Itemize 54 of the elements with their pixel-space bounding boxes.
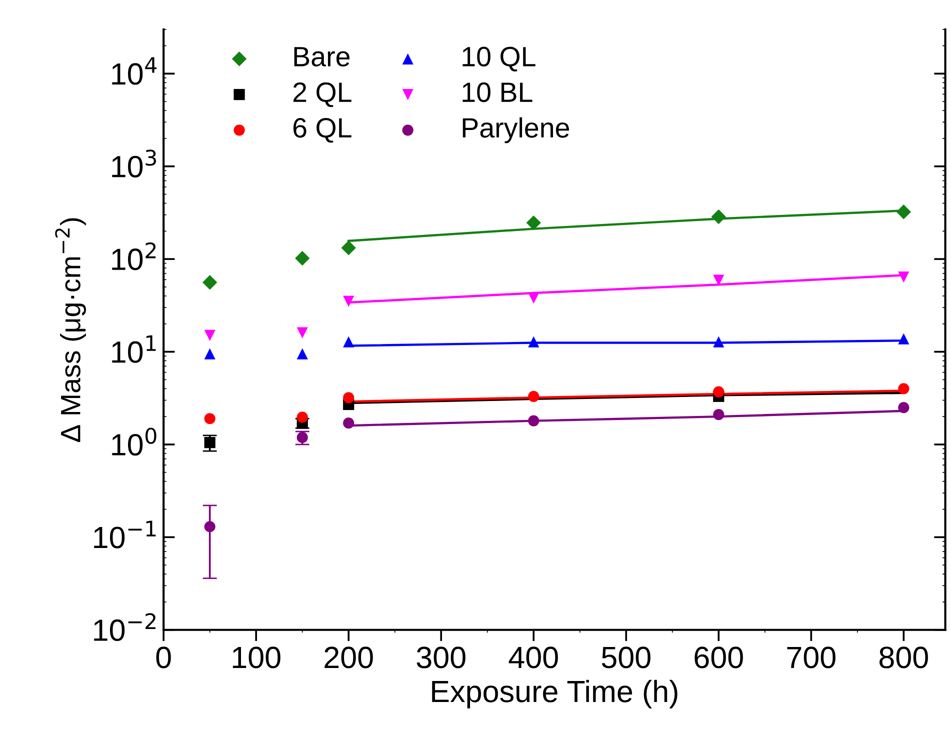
point: [713, 274, 724, 286]
point: [204, 348, 216, 360]
point: [526, 215, 541, 230]
x-tick-label: 700: [787, 646, 836, 668]
point: [898, 333, 910, 344]
point: [202, 275, 218, 290]
point: [896, 204, 912, 220]
x-tick-label: 500: [602, 646, 650, 668]
y-tick-label: 10$^{4}$: [112, 57, 157, 85]
y-tick-label: 10$^{3}$: [112, 150, 156, 178]
point: [713, 336, 724, 348]
point: [341, 240, 356, 256]
legend-label: 10 BL: [462, 82, 532, 102]
y-tick-label: 10$^{0}$: [112, 428, 156, 456]
point: [343, 418, 354, 429]
legend-label: 2 QL: [293, 82, 352, 108]
x-tick-label: 300: [416, 646, 466, 668]
point: [898, 402, 910, 414]
point: [528, 292, 540, 304]
point: [204, 436, 216, 448]
y-tick-label: 10$^{2}$: [112, 242, 156, 270]
y-axis-title: Δ Mass (μg·cm$^{−2}$): [55, 218, 86, 442]
x-tick-label: 800: [880, 646, 928, 668]
point: [528, 415, 540, 426]
legend-label: 10 QL: [462, 46, 536, 72]
point: [713, 386, 724, 398]
point: [528, 390, 540, 402]
x-tick-label: 0: [156, 646, 171, 668]
point: [711, 209, 726, 224]
point: [898, 271, 910, 283]
x-tick-label: 400: [508, 646, 558, 668]
point: [343, 336, 354, 348]
point: [204, 521, 216, 532]
point: [296, 327, 308, 338]
point: [528, 336, 540, 348]
point: [296, 348, 308, 360]
point: [296, 412, 308, 423]
point: [294, 250, 310, 266]
x-tick-label: 100: [232, 646, 280, 668]
x-axis-title: Exposure Time (h): [432, 680, 678, 708]
x-tick-label: 200: [324, 646, 373, 668]
x-tick-label: 600: [694, 646, 743, 668]
point: [343, 392, 354, 404]
point: [898, 383, 910, 394]
legend-label: 6 QL: [293, 118, 352, 143]
point: [713, 409, 724, 420]
y-tick-label: 10$^{−1}$: [94, 520, 156, 548]
legend-label: Bare: [294, 47, 350, 66]
y-tick-label: 10$^{1}$: [112, 335, 156, 363]
legend-label: Parylene: [462, 117, 570, 144]
point: [343, 296, 354, 307]
y-tick-label: 10$^{−2}$: [94, 613, 156, 642]
point: [204, 413, 216, 424]
point: [204, 330, 216, 341]
